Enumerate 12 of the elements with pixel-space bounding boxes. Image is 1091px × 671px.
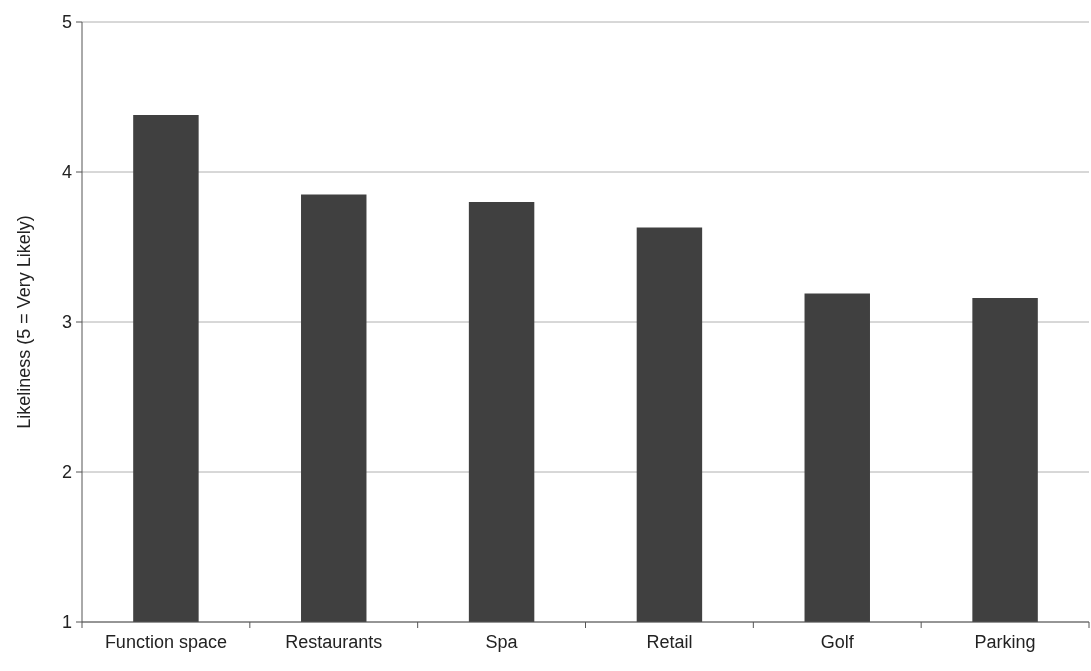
x-tick-label: Golf <box>820 632 855 652</box>
y-axis-title: Likeliness (5 = Very Likely) <box>14 215 34 429</box>
x-tick-label: Parking <box>974 632 1036 652</box>
x-tick-label: Retail <box>646 632 693 652</box>
x-tick-label: Function space <box>104 632 227 652</box>
y-tick-label: 1 <box>61 612 72 633</box>
y-tick-label: 4 <box>61 162 72 183</box>
x-tick-label: Restaurants <box>285 632 383 652</box>
y-tick-label: 5 <box>61 12 72 33</box>
y-tick-label: 2 <box>61 462 72 483</box>
x-tick-label: Spa <box>485 632 519 652</box>
y-tick-label: 3 <box>61 312 72 333</box>
